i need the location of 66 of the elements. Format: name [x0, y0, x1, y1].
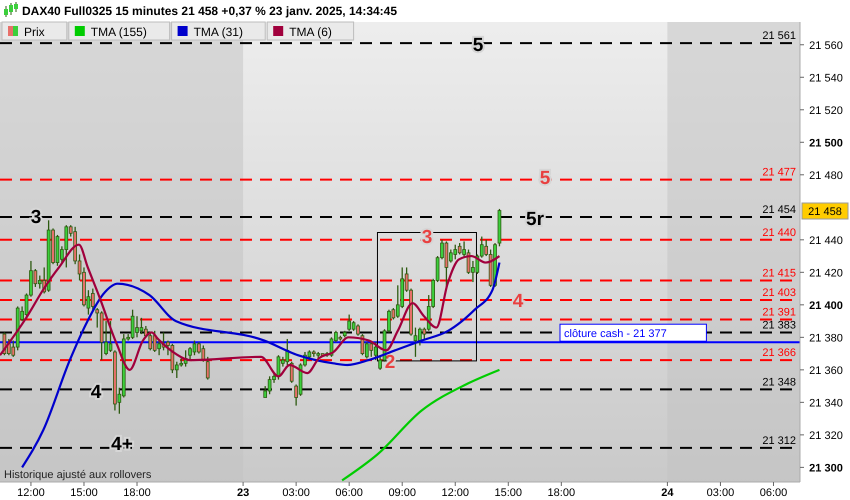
x-tick-label: 09:00: [388, 487, 416, 499]
candlestick: [453, 244, 458, 260]
y-tick-label: 21 380: [809, 332, 843, 344]
annotation: 5r: [526, 209, 545, 230]
candlestick: [206, 356, 210, 380]
ref-line-label: 21 561: [762, 30, 796, 42]
x-tick-label: 15:00: [70, 487, 98, 499]
x-tick-label: 12:00: [17, 487, 45, 499]
candlestick: [369, 342, 374, 358]
y-tick-label: 21 360: [809, 364, 843, 377]
x-tick-label: 03:00: [706, 487, 734, 499]
x-tick-label: 15:00: [494, 487, 522, 499]
x-tick-label: 06:00: [760, 487, 788, 499]
annotation: Historique ajusté aux rollovers: [4, 469, 152, 481]
y-tick-label: 21 540: [809, 72, 843, 84]
ref-line-label: 21 440: [762, 226, 796, 239]
ref-line-label: 21 477: [762, 166, 796, 179]
ref-line-label: 21 366: [762, 347, 796, 360]
candlestick: [64, 224, 68, 268]
ref-line-label: 21 415: [762, 267, 796, 280]
ref-line-label: clôture cash - 21 377: [564, 328, 667, 340]
candlestick: [148, 332, 152, 351]
x-tick-label: 03:00: [282, 487, 310, 499]
ref-line-label: 21 383: [762, 319, 796, 332]
ref-line-label: 21 403: [762, 286, 796, 299]
x-tick-label: 24: [661, 487, 674, 499]
candlestick: [347, 314, 352, 332]
chart-title: DAX40 Full0325 15 minutes 21 458 +0,37 % 23 janv. 2025, 14:34:45: [22, 4, 398, 18]
ref-line-label: 21 312: [762, 434, 796, 447]
text: 21 458: [808, 206, 842, 218]
x-tick-label: 18:00: [548, 487, 576, 499]
y-tick-label: 21 340: [809, 397, 843, 410]
y-tick-label: 21 420: [809, 267, 843, 280]
x-tick-label: 23: [236, 487, 250, 499]
candlestick: [90, 288, 95, 312]
y-tick-label: 21 520: [809, 104, 843, 117]
candlestick: [38, 274, 42, 290]
candlestick: [356, 324, 360, 336]
ref-line-label: 21 454: [762, 204, 796, 216]
y-tick-label: 21 480: [809, 170, 843, 182]
annotation: 4: [512, 291, 524, 312]
x-tick-label: 06:00: [335, 487, 363, 499]
y-tick-label: 21 560: [809, 40, 843, 52]
candlestick: [276, 354, 280, 380]
y-tick-label: 21 440: [809, 234, 843, 247]
line-series: [341, 368, 501, 482]
ref-line-label: 21 348: [762, 376, 796, 388]
candlestick: [458, 242, 462, 256]
legend-label: TMA (31): [194, 25, 243, 39]
y-tick-label: 21 500: [809, 137, 843, 150]
legend-label: TMA (155): [90, 25, 147, 39]
legend-label: TMA (6): [289, 25, 332, 39]
x-tick-label: 18:00: [123, 487, 151, 499]
line-series: [21, 261, 501, 468]
ref-line-label: 21 391: [762, 306, 796, 318]
x-tick-label: 12:00: [441, 487, 470, 499]
y-tick-label: 21 300: [809, 462, 843, 474]
y-tick-label: 21 320: [809, 430, 843, 442]
candlestick: [374, 342, 378, 361]
y-tick-label: 21 400: [809, 300, 843, 312]
legend-label: Prix: [24, 25, 45, 39]
annotation: 3: [30, 207, 42, 228]
candlestick: [414, 326, 418, 358]
annotation: 5: [472, 35, 484, 56]
annotation: 4: [90, 382, 102, 403]
line-series: [0, 244, 501, 378]
